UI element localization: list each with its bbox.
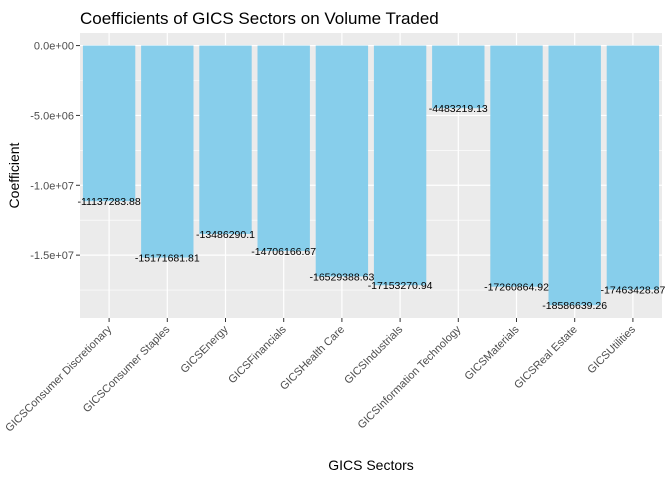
bar <box>606 45 660 290</box>
y-tick-label: -1.5e+07 <box>30 250 74 262</box>
bar <box>548 45 601 306</box>
y-axis-ticks: 0.0e+00 -5.0e+06 -1.0e+07 -1.5e+07 <box>30 41 80 262</box>
data-label: -18586639.26 <box>542 300 607 312</box>
data-label: -15171681.81 <box>135 253 200 265</box>
data-label: -4483219.13 <box>429 103 488 115</box>
data-label: -11137283.88 <box>77 196 140 208</box>
bar <box>373 45 427 286</box>
bar <box>82 45 136 202</box>
data-label: -17260864.92 <box>484 282 549 294</box>
x-tick-label: GICSIndustrials <box>342 323 405 386</box>
x-tick-label: GICSUtilities <box>585 323 638 376</box>
y-tick-label: -1.0e+07 <box>30 180 74 192</box>
x-tick-label: GICSEnergy <box>178 323 230 375</box>
x-tick-label: GICSReal Estate <box>512 324 580 392</box>
data-label: -14706166.67 <box>251 246 316 258</box>
y-tick-label: -5.0e+06 <box>30 110 74 122</box>
bar <box>141 45 194 258</box>
x-tick-label: GICSMaterials <box>463 323 522 382</box>
x-tick-label: GICSHealth Care <box>278 324 347 393</box>
bar <box>257 45 310 252</box>
y-axis-title: Coefficient <box>6 142 22 208</box>
bar <box>432 45 485 109</box>
x-tick-label: GICSInformation Technology <box>356 323 464 431</box>
chart-title: Coefficients of GICS Sectors on Volume T… <box>80 9 439 28</box>
y-tick-label: 0.0e+00 <box>34 41 74 53</box>
data-labels: -11137283.88 -15171681.81 -13486290.1 -1470… <box>77 103 665 312</box>
x-tick-label: GICSConsumer Discretionary <box>3 323 114 434</box>
data-label: -17153270.94 <box>368 280 433 292</box>
x-tick-label: GICSFinancials <box>226 323 289 386</box>
bar <box>490 45 543 287</box>
data-label: -13486290.1 <box>196 229 255 241</box>
bar <box>199 45 252 234</box>
x-axis-title: GICS Sectors <box>328 457 414 473</box>
bars <box>82 45 660 306</box>
data-label: -17463428.87 <box>600 285 665 297</box>
bar <box>315 45 369 277</box>
data-label: -16529388.63 <box>309 271 374 283</box>
